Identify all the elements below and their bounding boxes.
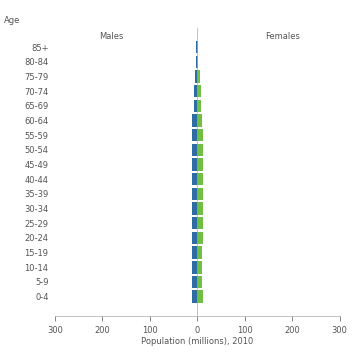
Bar: [197, 217, 203, 230]
Bar: [192, 202, 197, 215]
Bar: [195, 70, 197, 83]
Bar: [197, 85, 201, 98]
Bar: [197, 56, 198, 68]
Bar: [192, 290, 197, 303]
Bar: [192, 129, 197, 142]
Text: Females: Females: [265, 32, 300, 42]
Bar: [197, 232, 203, 244]
Text: Age: Age: [4, 16, 20, 25]
Bar: [197, 41, 198, 54]
Bar: [197, 129, 203, 142]
Bar: [192, 114, 197, 127]
X-axis label: Population (millions), 2010: Population (millions), 2010: [141, 338, 253, 346]
Bar: [197, 188, 203, 200]
Bar: [197, 246, 202, 259]
Bar: [192, 246, 197, 259]
Bar: [196, 41, 197, 54]
Bar: [197, 290, 203, 303]
Bar: [197, 100, 201, 112]
Bar: [197, 158, 203, 171]
Bar: [192, 173, 197, 186]
Bar: [192, 188, 197, 200]
Bar: [197, 202, 203, 215]
Bar: [197, 144, 203, 156]
Bar: [192, 232, 197, 244]
Bar: [192, 217, 197, 230]
Bar: [197, 173, 203, 186]
Bar: [196, 56, 197, 68]
Bar: [192, 276, 197, 288]
Bar: [197, 114, 202, 127]
Bar: [197, 261, 202, 274]
Bar: [197, 70, 200, 83]
Bar: [192, 261, 197, 274]
Text: Males: Males: [100, 32, 124, 42]
Bar: [192, 158, 197, 171]
Bar: [197, 276, 202, 288]
Bar: [194, 85, 197, 98]
Bar: [192, 144, 197, 156]
Bar: [194, 100, 197, 112]
